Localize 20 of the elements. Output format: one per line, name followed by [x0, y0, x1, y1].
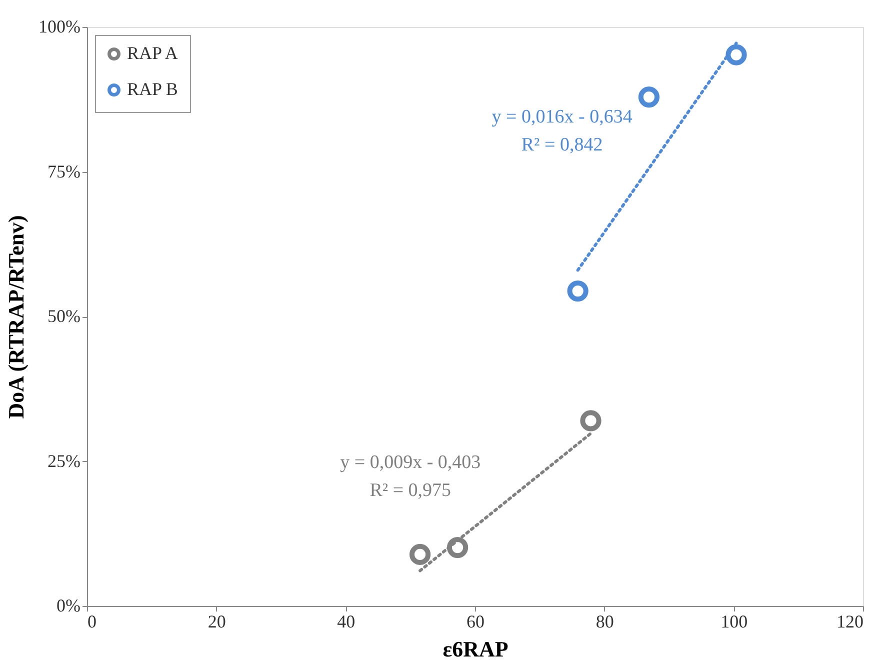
annotation: y = 0,009x - 0,403: [340, 452, 481, 474]
y-tick-label: 100%: [38, 16, 80, 36]
annotation: R² = 0,975: [370, 480, 452, 502]
y-tick-label: 25%: [48, 450, 80, 471]
x-tick-label: 80: [596, 612, 614, 632]
y-axis-title: DoA (RTRAP/RTenv): [4, 215, 29, 419]
x-tick-label: 100: [720, 612, 748, 632]
x-tick-label: 40: [337, 612, 356, 632]
annotation: R² = 0,842: [521, 134, 603, 156]
y-tick-label: 0%: [56, 596, 80, 616]
x-tick-label: 20: [208, 612, 226, 632]
legend-label: RAP B: [127, 79, 178, 99]
x-tick-label: 60: [466, 612, 484, 632]
legend-label: RAP A: [127, 43, 178, 63]
y-tick-label: 50%: [48, 306, 80, 326]
x-tick-label: 0: [88, 612, 96, 632]
y-tick-label: 75%: [48, 161, 80, 182]
x-axis-title: ε6RAP: [442, 636, 508, 662]
x-tick-label: 120: [836, 612, 864, 632]
annotation: y = 0,016x - 0,634: [492, 106, 633, 128]
